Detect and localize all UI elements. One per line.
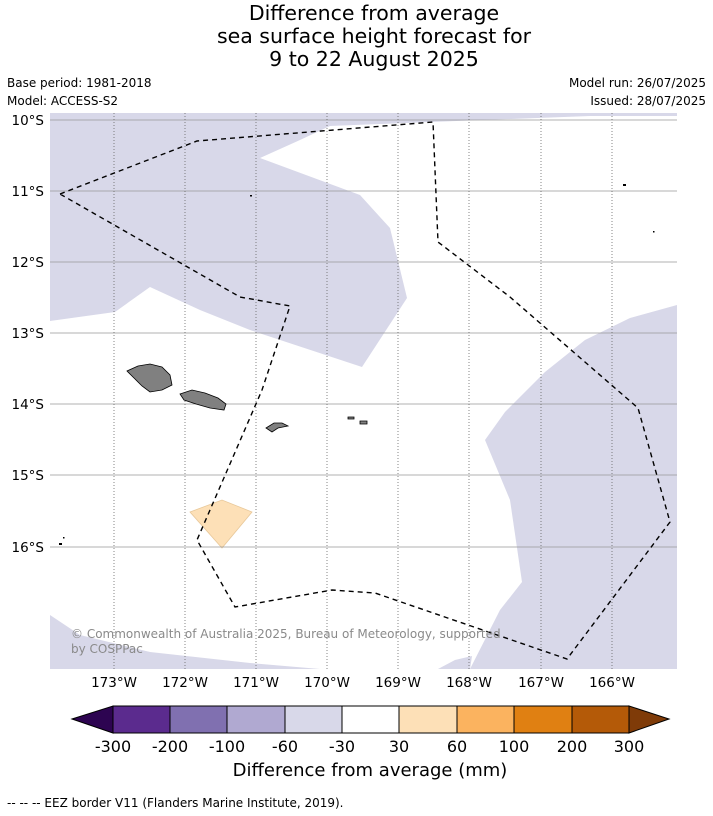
colorbar-tick: 200 <box>557 737 588 756</box>
small-islets <box>59 184 655 545</box>
meta-right: Model run: 26/07/2025 Issued: 28/07/2025 <box>569 74 706 110</box>
copyright-line-1: © Commonwealth of Australia 2025, Bureau… <box>71 627 501 641</box>
islet-northeast-1 <box>623 184 626 186</box>
anomaly-region-east <box>470 305 677 669</box>
savaii-island <box>126 363 173 393</box>
meta-left: Base period: 1981-2018 Model: ACCESS-S2 <box>7 74 152 110</box>
map-title: Difference from average sea surface heig… <box>0 2 713 71</box>
eez-border <box>58 121 671 660</box>
colorbar-bin <box>284 705 343 734</box>
lon-label: 166°W <box>589 675 635 691</box>
colorbar-tick: 300 <box>614 737 645 756</box>
colorbar-bin <box>169 705 228 734</box>
positive-anomaly-patch <box>189 499 253 549</box>
colorbar-tick: -60 <box>272 737 298 756</box>
colorbar-bin <box>112 705 171 734</box>
colorbar: -300 -200 -100 -60 -30 30 60 100 200 300 <box>70 705 671 756</box>
colorbar-tick: -100 <box>209 737 245 756</box>
anomaly-region-southwest <box>50 615 320 669</box>
colorbar-extend-low <box>70 705 114 734</box>
title-line-1: Difference from average <box>248 1 500 25</box>
model-run: Model run: 26/07/2025 <box>568 76 706 90</box>
colorbar-tick: -300 <box>95 737 131 756</box>
model-name: Model: ACCESS-S2 <box>7 94 119 108</box>
eez-footnote: -- -- -- EEZ border V11 (Flanders Marine… <box>7 796 344 810</box>
anomaly-region-northwest <box>50 113 677 367</box>
copyright-line-2: by COSPPac <box>71 642 143 656</box>
samoa-islands <box>126 363 368 433</box>
colorbar-extend-high <box>628 705 671 734</box>
tutuila-island <box>265 422 290 433</box>
islet-swains <box>250 195 252 197</box>
colorbar-bin <box>513 705 573 734</box>
lon-label: 173°W <box>91 675 137 691</box>
base-period: Base period: 1981-2018 <box>7 76 152 90</box>
colorbar-tick: 60 <box>447 737 467 756</box>
colorbar-tick: -30 <box>329 737 355 756</box>
lat-label: 14°S <box>12 397 45 413</box>
ofu-olosega-island <box>347 416 355 420</box>
colorbar-tick: -200 <box>152 737 188 756</box>
islet-southwest <box>63 537 65 539</box>
lon-label: 172°W <box>162 675 208 691</box>
longitude-axis-labels: 173°W 172°W 171°W 170°W 169°W 168°W 167°… <box>91 675 635 691</box>
colorbar-bin <box>456 705 515 734</box>
lat-label: 15°S <box>12 468 45 484</box>
lon-label: 167°W <box>518 675 564 691</box>
colorbar-bin <box>341 705 400 734</box>
issued-date: Issued: 28/07/2025 <box>590 94 706 108</box>
anomaly-region-south-center <box>438 656 472 669</box>
islet-rose-atoll <box>59 543 62 545</box>
title-line-3: 9 to 22 August 2025 <box>269 47 479 71</box>
lat-label: 12°S <box>12 255 45 271</box>
map-panel: 10°S 11°S 12°S 13°S 14°S 15°S 16°S 173°W… <box>12 113 677 691</box>
colorbar-bin <box>571 705 630 734</box>
latitude-axis-labels: 10°S 11°S 12°S 13°S 14°S 15°S 16°S <box>12 113 45 556</box>
lat-label: 16°S <box>12 540 45 556</box>
lat-label: 13°S <box>12 326 45 342</box>
islet-northeast-2 <box>653 231 655 233</box>
lon-label: 169°W <box>375 675 421 691</box>
latitude-gridlines <box>50 119 677 548</box>
tau-island <box>359 420 368 425</box>
sea-level-anomaly-fields <box>50 113 677 669</box>
colorbar-title: Difference from average (mm) <box>232 760 508 781</box>
copyright-notice: © Commonwealth of Australia 2025, Bureau… <box>71 627 501 656</box>
lon-label: 168°W <box>446 675 492 691</box>
colorbar-bin <box>226 705 286 734</box>
colorbar-tick: 30 <box>389 737 409 756</box>
upolu-island <box>179 389 227 411</box>
title-line-2: sea surface height forecast for <box>216 24 532 48</box>
lon-label: 171°W <box>233 675 279 691</box>
colorbar-bin <box>398 705 458 734</box>
lon-label: 170°W <box>304 675 350 691</box>
colorbar-tick: 100 <box>499 737 530 756</box>
lat-label: 10°S <box>12 113 45 129</box>
lat-label: 11°S <box>12 184 45 200</box>
